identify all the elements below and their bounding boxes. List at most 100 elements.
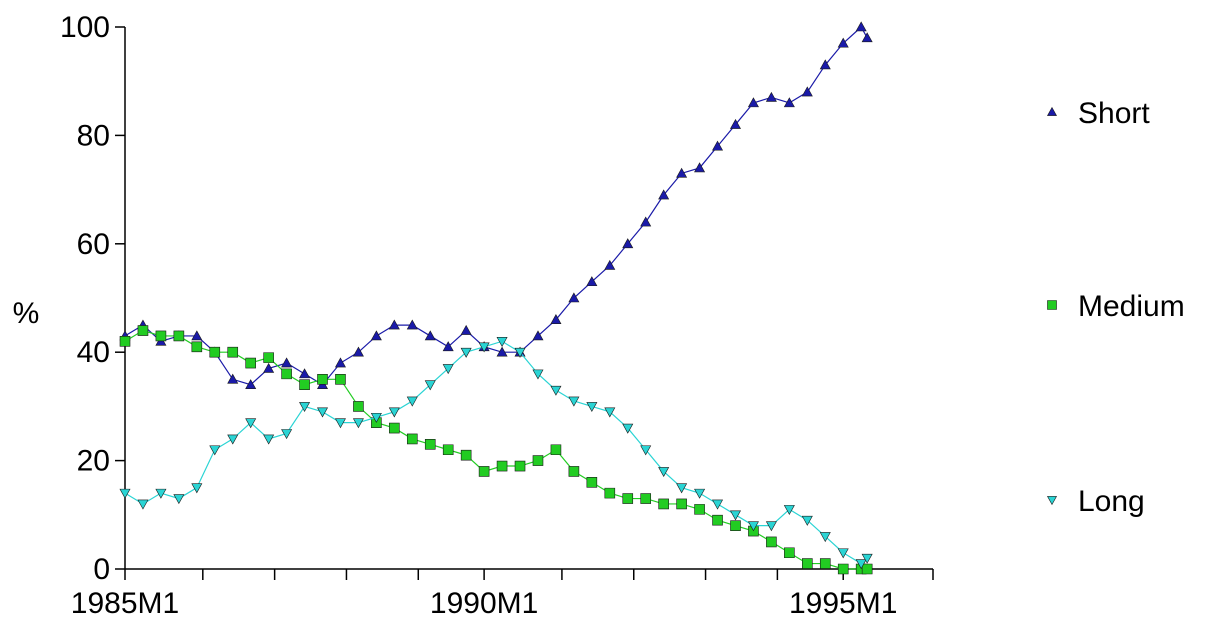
data-point [442,444,454,456]
data-point [424,439,436,450]
data-point [370,412,382,423]
data-point [460,347,472,358]
data-point [604,487,616,499]
data-point [729,510,741,521]
data-point [729,118,741,129]
legend-item-long: Long [1046,485,1145,518]
data-point [352,418,364,429]
data-point [586,476,598,488]
legend-label: Short [1078,97,1150,130]
data-point [837,548,849,559]
y-tick-label: 20 [77,445,110,478]
data-point [550,444,562,456]
data-point [622,493,634,504]
data-point [370,330,382,341]
data-point [658,467,670,478]
series-medium [119,325,873,575]
data-point [119,488,131,499]
legend-marker [1046,106,1058,116]
data-point [568,292,580,303]
data-point [712,499,724,510]
data-point [514,460,526,472]
data-point [837,563,849,575]
data-point [137,499,149,510]
data-point [335,374,346,385]
data-point [442,341,454,352]
data-point [406,396,418,407]
data-point [514,347,526,358]
data-point [388,407,400,418]
y-tick-labels: 0 20 40 60 80 100 [60,11,110,586]
data-point [819,532,831,543]
y-tick-label: 100 [60,11,110,44]
data-point [352,346,364,357]
data-point [155,330,167,342]
data-point [801,515,813,526]
data-point [568,466,580,477]
data-point [532,369,544,380]
data-point [622,238,634,249]
data-point [334,418,346,429]
legend: Short Medium Long [1046,97,1185,518]
x-tick-labels: 1985M1 1990M1 1995M1 [71,587,898,620]
data-point [317,407,329,418]
x-tick-label: 1985M1 [71,587,179,620]
data-point [550,385,562,396]
y-axis-label: % [13,297,40,330]
data-point [406,319,418,330]
data-point [801,86,813,97]
data-point [783,97,795,108]
data-point [460,324,472,335]
data-point [245,418,257,429]
data-point [227,373,239,384]
data-point [353,401,364,412]
data-point [783,505,795,515]
y-tick-label: 0 [93,553,110,586]
data-point [819,558,831,569]
data-point [496,337,508,347]
data-point [389,422,400,434]
data-point [604,259,616,270]
data-point [676,498,687,510]
y-tick-label: 60 [77,228,110,261]
data-point [819,59,831,70]
legend-marker [1046,496,1058,506]
data-point [861,32,873,43]
data-point [334,357,346,368]
data-point [640,216,652,227]
data-point [281,357,293,368]
data-point [281,368,292,380]
x-tick-label: 1990M1 [430,587,538,620]
data-point [640,445,652,456]
data-point [586,276,598,287]
data-point [460,449,472,461]
data-point [658,498,669,510]
data-point [317,374,328,385]
data-point [173,494,185,505]
data-point [622,423,634,434]
data-point [765,521,777,532]
data-point [694,504,705,515]
data-point [406,433,418,445]
data-point [712,514,723,526]
data-point [173,330,185,342]
data-point [855,21,867,32]
legend-item-short: Short [1046,97,1150,130]
legend-item-medium: Medium [1047,290,1185,323]
data-point [191,341,203,353]
data-point [730,520,741,531]
data-point [388,319,400,330]
data-point [209,346,221,358]
data-point [478,342,490,353]
data-point [245,379,257,390]
data-point [263,352,274,363]
data-point [604,407,616,418]
series-line [124,26,868,386]
data-point [676,483,688,494]
legend-marker [1047,300,1057,310]
data-point [694,488,706,499]
series-long [119,337,873,570]
data-point [299,402,311,413]
legend-label: Medium [1078,290,1185,323]
data-point [496,346,508,357]
